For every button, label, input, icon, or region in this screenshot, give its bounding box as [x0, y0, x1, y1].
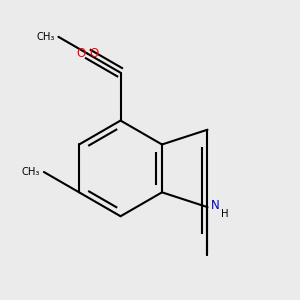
Text: O: O — [76, 47, 86, 60]
Text: H: H — [221, 209, 228, 219]
Text: CH₃: CH₃ — [22, 167, 40, 177]
Text: O: O — [89, 47, 98, 60]
Text: N: N — [210, 199, 219, 212]
Text: CH₃: CH₃ — [36, 32, 55, 42]
